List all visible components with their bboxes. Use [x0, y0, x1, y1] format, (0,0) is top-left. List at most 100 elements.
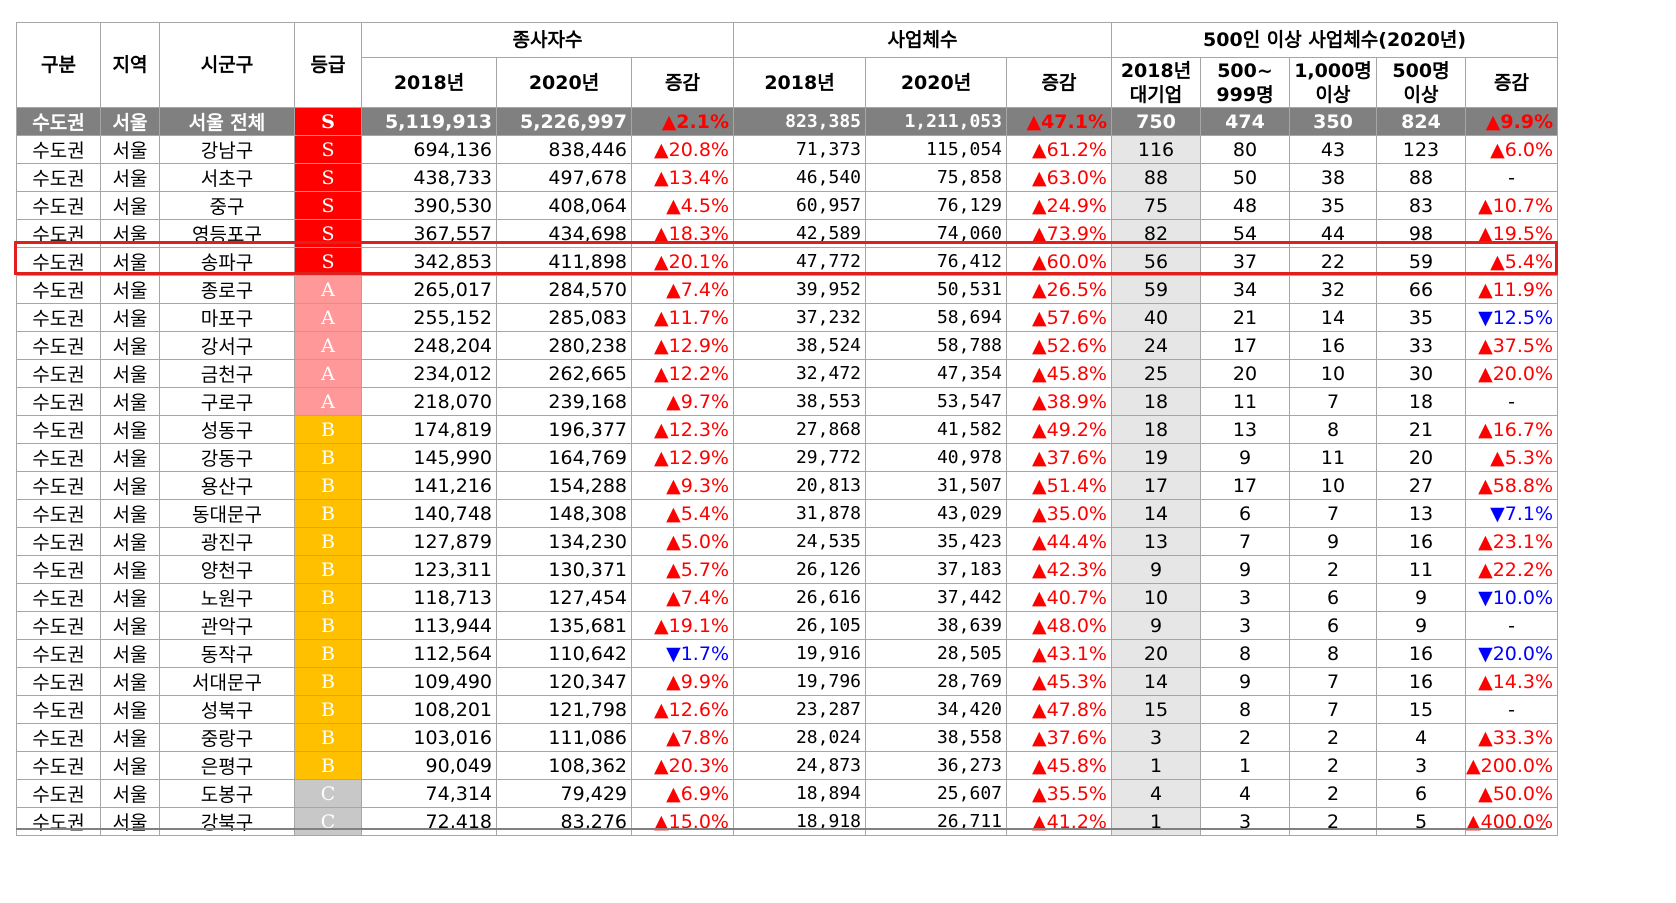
cell-biz-2018: 27,868 — [733, 415, 866, 444]
cell-emp-change: ▲6.9% — [631, 779, 734, 808]
cell-biz-change: ▲38.9% — [1006, 387, 1112, 416]
cell-500-999: 4 — [1200, 779, 1290, 808]
cell-area: 수도권 — [16, 219, 101, 248]
cell-region: 서울 — [100, 471, 160, 500]
cell-region: 서울 — [100, 639, 160, 668]
cell-emp-2018: 234,012 — [361, 359, 497, 388]
cell-biz-change: ▲37.6% — [1006, 443, 1112, 472]
cell-area: 수도권 — [16, 359, 101, 388]
cell-biz-change: ▲35.5% — [1006, 779, 1112, 808]
cell-grade-badge: S — [294, 191, 362, 220]
cell-biz-2020: 31,507 — [865, 471, 1007, 500]
cell-emp-2018: 145,990 — [361, 443, 497, 472]
cell-biz-change: ▲49.2% — [1006, 415, 1112, 444]
table-body: 수도권 서울 서울 전체 S 5,119,913 5,226,997 ▲2.1% 823,38… — [16, 107, 1559, 836]
cell-large-change: ▲22.2% — [1464, 555, 1559, 584]
cell-biz-2018: 29,772 — [733, 443, 866, 472]
cell-grade-badge: B — [294, 499, 362, 528]
cell-emp-change: ▲12.3% — [631, 415, 734, 444]
table-row: 수도권 서울 용산구 B 141,216 154,288 ▲9.3% 20,813 31,507… — [16, 471, 1559, 500]
cell-biz-2018: 38,524 — [733, 331, 866, 360]
cell-emp-2018: 438,733 — [361, 163, 497, 192]
cell-grade-badge: B — [294, 695, 362, 724]
cell-grade-badge: B — [294, 415, 362, 444]
cell-500-plus: 27 — [1376, 471, 1466, 500]
cell-biz-2020: 58,694 — [865, 303, 1007, 332]
cell-district: 용산구 — [159, 471, 295, 500]
cell-large-2018: 19 — [1111, 443, 1201, 472]
cell-emp-change: ▼1.7% — [631, 639, 734, 668]
cell-biz-2018: 26,126 — [733, 555, 866, 584]
cell-region: 서울 — [100, 667, 160, 696]
cell-large-2018: 75 — [1111, 191, 1201, 220]
cell-500-999: 21 — [1200, 303, 1290, 332]
cell-biz-change: ▲51.4% — [1006, 471, 1112, 500]
cell-large-2018: 82 — [1111, 219, 1201, 248]
cell-large-change: ▲23.1% — [1464, 527, 1559, 556]
cell-biz-2018: 20,813 — [733, 471, 866, 500]
table-row: 수도권 서울 도봉구 C 74,314 79,429 ▲6.9% 18,894 25,607 ▲3… — [16, 779, 1559, 808]
cell-1000-plus: 7 — [1289, 695, 1377, 724]
cell-500-plus: 83 — [1376, 191, 1466, 220]
cell-500-999: 474 — [1200, 107, 1290, 136]
cell-emp-change: ▲19.1% — [631, 611, 734, 640]
cell-large-change: ▲16.7% — [1464, 415, 1559, 444]
header-grade: 등급 — [294, 22, 362, 108]
header-large-2018-line1: 2018년 — [1120, 59, 1192, 82]
cell-large-change: ▲19.5% — [1464, 219, 1559, 248]
cell-large-2018: 17 — [1111, 471, 1201, 500]
cell-region: 서울 — [100, 331, 160, 360]
cell-500-999: 9 — [1200, 555, 1290, 584]
header-500-plus: 500명 이상 — [1376, 57, 1466, 108]
cell-region: 서울 — [100, 779, 160, 808]
cell-emp-2018: 103,016 — [361, 723, 497, 752]
cell-biz-2020: 36,273 — [865, 751, 1007, 780]
cell-500-999: 50 — [1200, 163, 1290, 192]
cell-emp-change: ▲18.3% — [631, 219, 734, 248]
header-1000-plus-line2: 이상 — [1315, 83, 1351, 106]
cell-large-2018: 24 — [1111, 331, 1201, 360]
cell-500-plus: 33 — [1376, 331, 1466, 360]
cell-large-2018: 88 — [1111, 163, 1201, 192]
cell-500-999: 17 — [1200, 471, 1290, 500]
cell-district: 강남구 — [159, 135, 295, 164]
cell-grade-badge: A — [294, 303, 362, 332]
header-biz-change: 증감 — [1006, 57, 1112, 108]
cell-biz-change: ▲35.0% — [1006, 499, 1112, 528]
cell-emp-2020: 148,308 — [496, 499, 632, 528]
cell-region: 서울 — [100, 191, 160, 220]
cell-emp-2018: 112,564 — [361, 639, 497, 668]
cell-1000-plus: 7 — [1289, 387, 1377, 416]
cell-emp-2018: 74,314 — [361, 779, 497, 808]
cell-large-2018: 14 — [1111, 667, 1201, 696]
cell-emp-2020: 497,678 — [496, 163, 632, 192]
cell-large-change: ▲11.9% — [1464, 275, 1559, 304]
cell-1000-plus: 2 — [1289, 751, 1377, 780]
cell-biz-change: ▲40.7% — [1006, 583, 1112, 612]
cell-500-999: 1 — [1200, 751, 1290, 780]
cell-large-change: ▲9.9% — [1464, 107, 1559, 136]
cell-emp-change: ▲13.4% — [631, 163, 734, 192]
cell-emp-2018: 694,136 — [361, 135, 497, 164]
cell-emp-2018: 248,204 — [361, 331, 497, 360]
cell-1000-plus: 10 — [1289, 359, 1377, 388]
cell-biz-change: ▲61.2% — [1006, 135, 1112, 164]
cell-grade-badge: S — [294, 247, 362, 276]
cell-grade-badge: A — [294, 387, 362, 416]
cell-1000-plus: 2 — [1289, 555, 1377, 584]
cell-grade-badge: S — [294, 135, 362, 164]
cell-area: 수도권 — [16, 779, 101, 808]
cell-large-change: - — [1464, 695, 1559, 724]
cell-500-999: 9 — [1200, 667, 1290, 696]
cell-500-plus: 4 — [1376, 723, 1466, 752]
cell-district: 종로구 — [159, 275, 295, 304]
cell-emp-2020: 108,362 — [496, 751, 632, 780]
cell-emp-change: ▲5.7% — [631, 555, 734, 584]
cell-biz-2018: 71,373 — [733, 135, 866, 164]
cell-district: 성북구 — [159, 695, 295, 724]
cell-emp-change: ▲5.4% — [631, 499, 734, 528]
cell-1000-plus: 14 — [1289, 303, 1377, 332]
cell-district: 양천구 — [159, 555, 295, 584]
cell-1000-plus: 6 — [1289, 611, 1377, 640]
cell-500-999: 6 — [1200, 499, 1290, 528]
